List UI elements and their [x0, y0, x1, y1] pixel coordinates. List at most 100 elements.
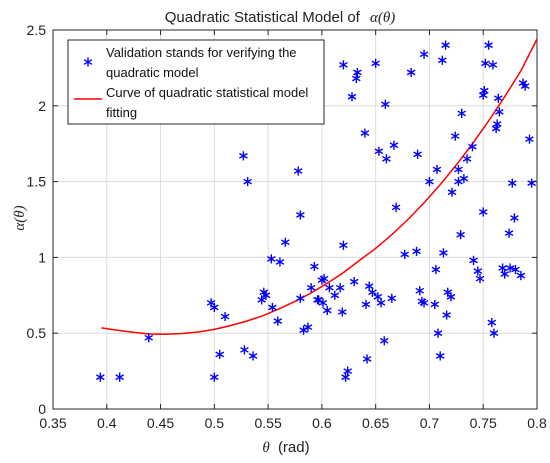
scatter-point	[349, 277, 359, 287]
x-tick-label: 0.4	[97, 415, 117, 431]
scatter-point	[335, 283, 345, 293]
scatter-point	[303, 322, 313, 332]
x-tick-label: 0.55	[254, 415, 281, 431]
scatter-point	[456, 230, 465, 240]
scatter-point	[215, 349, 225, 360]
chart-title-prefix: Quadratic Statistical Model of	[165, 9, 361, 26]
scatter-point	[360, 128, 370, 138]
y-tick-label: 2	[38, 98, 46, 114]
scatter-point	[296, 293, 305, 303]
scatter-point	[362, 354, 372, 364]
scatter-point	[275, 257, 285, 267]
scatter-point	[306, 283, 316, 293]
scatter-point	[220, 311, 230, 322]
scatter-point	[248, 351, 258, 361]
scatter-point	[425, 177, 434, 187]
scatter-point	[267, 254, 276, 264]
scatter-point	[371, 58, 381, 68]
scatter-point	[481, 58, 490, 68]
scatter-point	[115, 372, 125, 382]
scatter-point	[374, 146, 384, 156]
fit-curve-line	[101, 38, 538, 336]
y-tick-label: 1	[38, 249, 46, 265]
scatter-point	[454, 164, 463, 175]
scatter-point	[511, 264, 520, 275]
scatter-point	[415, 286, 425, 296]
scatter-point	[144, 333, 154, 343]
scatter-point	[484, 40, 493, 50]
plot-area	[52, 29, 538, 410]
scatter-series	[95, 40, 536, 382]
scatter-point	[462, 154, 472, 164]
x-tick-label: 0.6	[312, 415, 332, 431]
scatter-point	[412, 246, 421, 256]
scatter-point	[520, 81, 530, 91]
scatter-point	[504, 228, 514, 238]
y-axis-label: α(θ)	[12, 205, 28, 230]
x-tick-label: 0.35	[39, 415, 66, 431]
x-axis-symbol: θ	[262, 440, 270, 456]
scatter-point	[435, 351, 445, 361]
scatter-point	[430, 299, 440, 309]
scatter-point	[325, 283, 334, 293]
scatter-point	[478, 207, 488, 217]
scatter-point	[243, 177, 253, 187]
y-tick-label: 0	[38, 401, 46, 417]
y-tick-labels: 0 0.5 1 1.5 2 2.5	[27, 22, 47, 417]
scatter-point	[469, 255, 478, 266]
scatter-point	[209, 372, 219, 382]
scatter-point	[239, 151, 248, 161]
y-tick-label: 2.5	[27, 22, 47, 38]
scatter-point	[389, 140, 399, 150]
scatter-point	[442, 310, 451, 320]
legend-label-curve: Curve of quadratic statistical model fit…	[106, 85, 312, 120]
legend-asterisk	[83, 57, 93, 67]
scatter-point	[433, 328, 443, 338]
scatter-point	[318, 298, 328, 308]
scatter-point	[240, 345, 249, 355]
scatter-point	[441, 40, 450, 50]
legend-box	[67, 39, 325, 125]
chart-title: Quadratic Statistical Model of α(θ)	[165, 9, 396, 26]
scatter-point	[479, 86, 489, 96]
x-tick-labels: 0.35 0.4 0.45 0.5 0.55 0.6 0.65 0.7 0.75 0.8	[39, 415, 547, 431]
scatter-point	[261, 290, 271, 300]
y-tick-label: 1.5	[27, 174, 47, 190]
scatter-point	[516, 270, 526, 281]
scatter-point	[459, 173, 469, 184]
x-tick-label: 0.45	[147, 415, 174, 431]
scatter-point	[406, 67, 416, 78]
scatter-point	[268, 302, 277, 313]
scatter-point	[382, 154, 391, 164]
scatter-point	[353, 67, 362, 78]
scatter-point	[446, 292, 456, 302]
scatter-point	[450, 131, 460, 141]
scatter-point	[419, 298, 429, 308]
x-tick-label: 0.8	[527, 415, 547, 431]
scatter-point	[487, 317, 497, 328]
scatter-point	[438, 55, 447, 65]
scatter-point	[468, 142, 477, 152]
scatter-point	[361, 299, 371, 309]
scatter-point	[322, 305, 332, 316]
scatter-point	[478, 90, 488, 100]
legend: Validation stands for verifying the quad…	[67, 39, 325, 125]
scatter-point	[343, 366, 353, 376]
x-tick-label: 0.5	[205, 415, 225, 431]
scatter-point	[257, 295, 266, 305]
scatter-point	[273, 316, 283, 326]
x-tick-label: 0.7	[420, 415, 440, 431]
scatter-point	[473, 266, 483, 276]
scatter-point	[447, 187, 457, 197]
x-tick-label: 0.65	[362, 415, 389, 431]
scatter-point	[457, 108, 467, 118]
scatter-point	[431, 264, 441, 275]
scatter-point	[491, 123, 501, 134]
scatter-point	[475, 274, 485, 284]
scatter-point	[280, 237, 290, 247]
scatter-point	[432, 164, 442, 175]
y-tick-label: 0.5	[27, 325, 47, 341]
scatter-point	[351, 73, 361, 84]
scatter-point	[209, 302, 219, 313]
